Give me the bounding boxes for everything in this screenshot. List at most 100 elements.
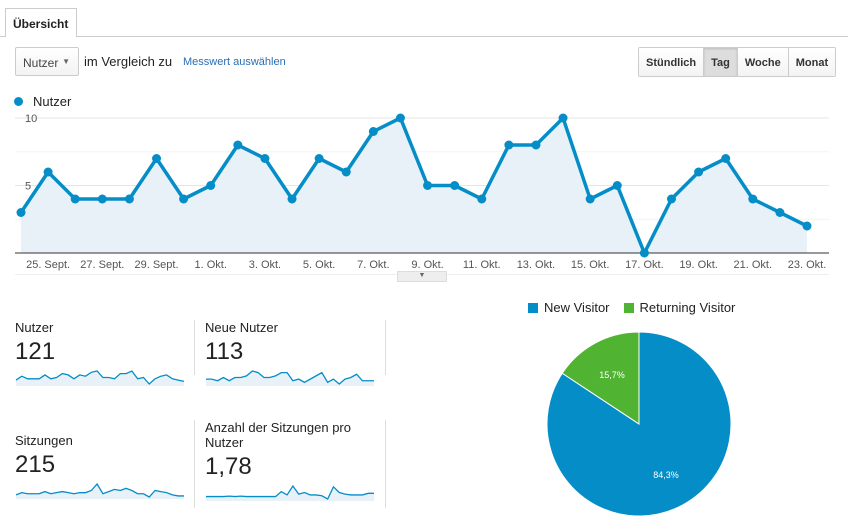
metric-dropdown[interactable]: Nutzer ▼ — [15, 47, 79, 76]
x-tick-label: 19. Okt. — [679, 259, 718, 271]
data-point — [666, 194, 676, 204]
metric-value: 113 — [205, 338, 244, 365]
x-tick-label: 17. Okt. — [625, 259, 664, 271]
data-point — [16, 208, 26, 217]
legend-swatch-icon — [623, 303, 634, 313]
x-tick-label: 23. Okt. — [788, 259, 827, 271]
x-tick-label: 3. Okt. — [249, 259, 281, 271]
legend-new-visitor[interactable]: New Visitor — [528, 300, 610, 315]
x-tick-label: 21. Okt. — [734, 259, 773, 271]
chart-resize-handle[interactable]: ▼ — [397, 271, 447, 282]
metric-1[interactable]: Neue Nutzer 113 — [205, 320, 380, 386]
month-button[interactable]: Monat — [787, 48, 836, 76]
metric-0[interactable]: Nutzer 121 — [15, 320, 190, 386]
chevron-down-icon: ▼ — [62, 57, 70, 66]
legend-label: Returning Visitor — [639, 300, 736, 315]
data-point — [639, 248, 649, 258]
users-line-chart: 5 10 25. Sept. 27. Sept. 29. Sept. 1. Okt. 3. … — [15, 113, 829, 275]
data-point — [179, 194, 189, 204]
x-tick-label: 13. Okt. — [517, 259, 556, 271]
data-point — [260, 154, 270, 163]
legend-returning-visitor[interactable]: Returning Visitor — [623, 300, 736, 315]
data-point — [368, 127, 378, 136]
y-tick-label: 5 — [25, 181, 31, 193]
metric-value: 121 — [15, 338, 56, 365]
metric-value: 1,78 — [205, 453, 252, 480]
data-point — [721, 154, 731, 163]
data-point — [395, 113, 405, 123]
x-tick-label: 7. Okt. — [357, 259, 389, 271]
legend-swatch-icon — [528, 303, 538, 313]
sparkline — [15, 482, 184, 499]
data-point — [233, 140, 243, 150]
sparkline-line — [206, 370, 374, 385]
data-point — [97, 194, 107, 204]
legend-label: New Visitor — [544, 300, 610, 315]
data-point — [450, 181, 460, 190]
sparkline-fill — [206, 486, 374, 501]
data-point — [423, 181, 433, 190]
metric-2[interactable]: Sitzungen 215 — [15, 433, 190, 499]
divider — [385, 320, 386, 375]
data-point — [287, 194, 297, 204]
legend-dot-icon — [14, 97, 23, 106]
pie-slice — [561, 331, 640, 425]
x-tick-label: 29. Sept. — [134, 259, 178, 271]
data-point — [152, 154, 162, 163]
granularity-buttons: Stündlich Tag Woche Monat — [638, 47, 837, 77]
metric-3[interactable]: Anzahl der Sitzungen pro Nutzer 1,78 — [205, 420, 380, 501]
data-point — [477, 194, 487, 204]
data-point — [314, 154, 324, 163]
data-point — [775, 208, 785, 217]
sparkline — [206, 370, 374, 386]
sparkline — [206, 484, 374, 501]
legend-label: Nutzer — [33, 94, 72, 109]
day-button[interactable]: Tag — [703, 48, 737, 76]
x-tick-label: 11. Okt. — [463, 259, 501, 271]
pie-legend: New Visitor Returning Visitor — [528, 300, 735, 315]
divider — [385, 420, 386, 508]
x-tick-label: 1. Okt. — [195, 259, 227, 271]
metric-dropdown-value: Nutzer — [23, 56, 59, 70]
series-line — [19, 116, 808, 255]
chart-legend: Nutzer — [14, 94, 71, 109]
data-point — [531, 140, 541, 150]
metric-label: Sitzungen — [15, 433, 73, 448]
data-point — [558, 113, 568, 123]
sparkline — [15, 370, 185, 386]
x-tick-label: 9. Okt. — [411, 259, 443, 271]
x-tick-label: 5. Okt. — [303, 259, 335, 271]
data-point — [70, 194, 80, 204]
divider — [194, 420, 195, 508]
data-point — [504, 140, 514, 150]
metric-label: Neue Nutzer — [205, 320, 278, 335]
tab-uebersicht[interactable]: Übersicht — [5, 8, 77, 37]
x-tick-label: 25. Sept. — [26, 259, 70, 271]
sparkline-line — [15, 370, 185, 385]
metric-label: Nutzer — [15, 320, 54, 335]
pie-slice-label: 84,3% — [653, 470, 679, 480]
metric-label: Anzahl der Sitzungen pro Nutzer — [205, 420, 351, 450]
data-point — [802, 221, 812, 231]
data-point — [206, 181, 216, 190]
x-tick-label: 27. Sept. — [80, 259, 124, 271]
sparkline-fill — [16, 371, 184, 386]
data-point — [694, 167, 704, 177]
compare-label: im Vergleich zu — [84, 54, 173, 69]
data-point — [43, 167, 53, 177]
week-button[interactable]: Woche — [736, 48, 788, 76]
sparkline-line — [15, 482, 184, 498]
pie-slice-label: 15,7% — [599, 370, 625, 380]
x-tick-label: 15. Okt. — [571, 259, 610, 271]
area-fill — [21, 118, 807, 253]
data-point — [341, 167, 351, 177]
select-metric-link[interactable]: Messwert auswählen — [183, 56, 286, 68]
data-point — [612, 181, 622, 190]
hourly-button[interactable]: Stündlich — [639, 48, 704, 76]
divider — [194, 320, 195, 375]
y-tick-label: 10 — [25, 113, 37, 125]
data-point — [585, 194, 595, 204]
data-point — [748, 194, 758, 204]
tab-divider — [0, 36, 848, 37]
